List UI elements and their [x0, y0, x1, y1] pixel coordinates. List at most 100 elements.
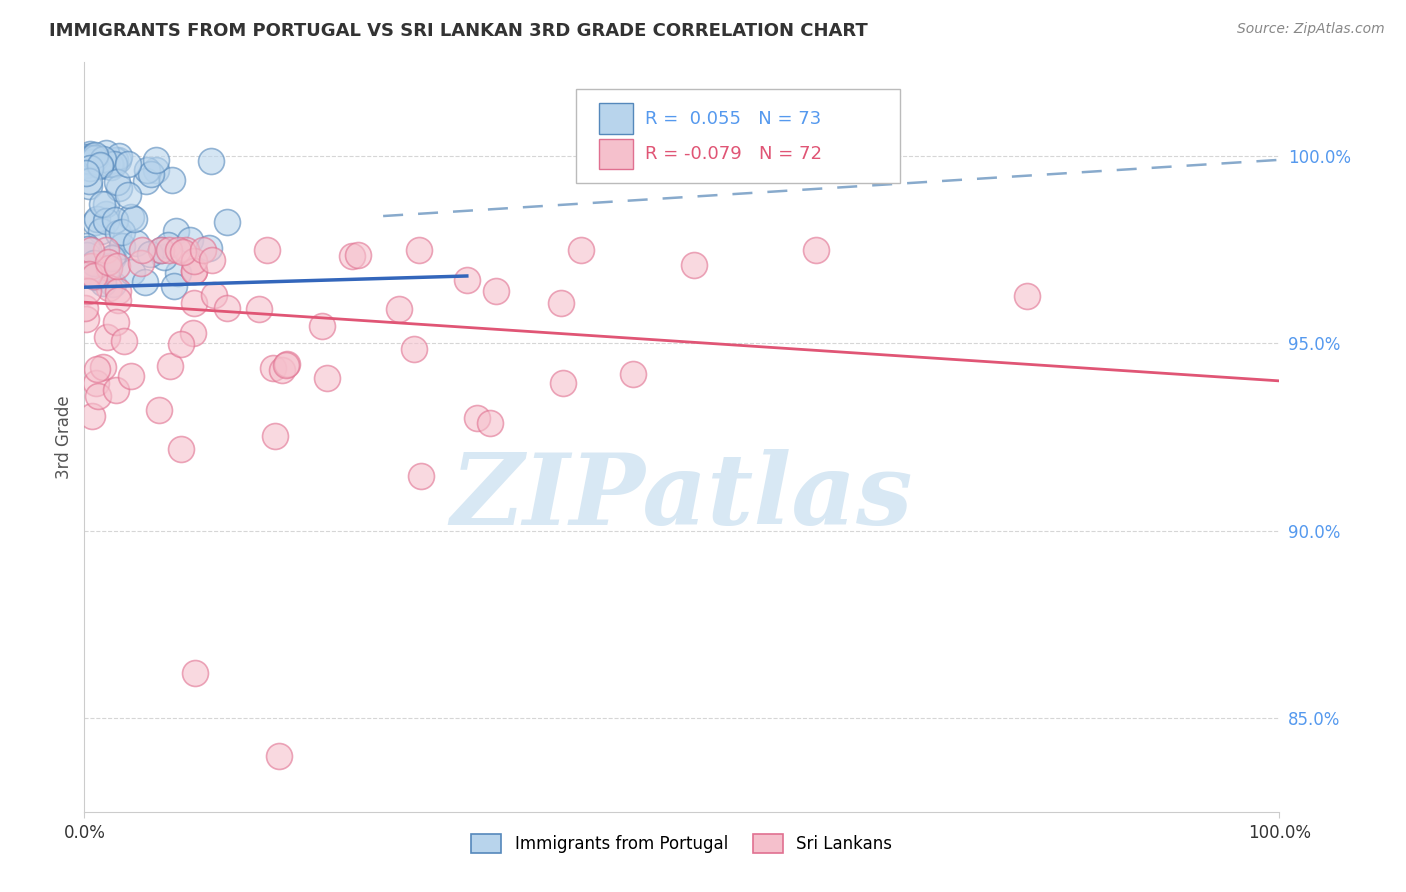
Point [264, 428, 287, 442]
Point [215, 215, 238, 229]
Legend: Immigrants from Portugal, Sri Lankans: Immigrants from Portugal, Sri Lankans [465, 827, 898, 860]
Point [117, 188, 139, 202]
Point [197, 241, 219, 255]
Point [80, 151, 103, 165]
Point [97, 261, 120, 276]
Point [456, 273, 478, 287]
Point [682, 258, 704, 272]
Point [96, 206, 118, 220]
Point [176, 243, 198, 257]
Point [100, 251, 122, 265]
Point [83, 215, 105, 229]
Point [191, 243, 214, 257]
Point [83, 268, 105, 283]
Point [125, 235, 148, 250]
Point [179, 233, 201, 247]
Text: Source: ZipAtlas.com: Source: ZipAtlas.com [1237, 22, 1385, 37]
Point [150, 243, 173, 257]
Point [274, 358, 297, 372]
Point [104, 213, 127, 227]
Point [105, 259, 128, 273]
Point [94, 145, 117, 160]
Point [75, 312, 97, 326]
Point [388, 301, 411, 316]
Point [170, 442, 193, 456]
Point [129, 256, 152, 270]
Point [96, 330, 118, 344]
Point [98, 157, 121, 171]
Point [346, 248, 368, 262]
Point [247, 301, 270, 316]
Point [256, 243, 278, 257]
Point [80, 149, 103, 163]
Point [94, 243, 117, 257]
Point [148, 403, 170, 417]
Point [75, 239, 97, 253]
Point [181, 326, 204, 340]
Point [139, 247, 162, 261]
Point [107, 285, 129, 299]
Point [162, 173, 184, 187]
Point [104, 153, 127, 167]
Text: R =  0.055   N = 73: R = 0.055 N = 73 [645, 110, 821, 128]
Point [94, 196, 117, 211]
Point [80, 260, 103, 274]
Point [131, 243, 153, 257]
Point [120, 210, 142, 224]
Point [149, 243, 172, 257]
Point [269, 748, 291, 763]
Point [122, 212, 145, 227]
Point [311, 319, 333, 334]
Point [117, 156, 139, 170]
Point [104, 383, 127, 397]
Point [172, 244, 194, 259]
Point [91, 276, 114, 290]
Point [108, 149, 131, 163]
Point [569, 243, 592, 257]
Point [84, 151, 107, 165]
Point [804, 243, 827, 257]
Point [202, 287, 225, 301]
Point [94, 213, 117, 227]
Point [79, 267, 101, 281]
Point [408, 243, 430, 257]
Point [83, 256, 105, 270]
Point [263, 361, 285, 376]
Point [165, 224, 187, 238]
Point [134, 276, 156, 290]
Point [77, 174, 100, 188]
Point [159, 359, 181, 373]
Text: ZIPatlas: ZIPatlas [451, 449, 912, 545]
Y-axis label: 3rd Grade: 3rd Grade [55, 395, 73, 479]
Point [107, 293, 129, 307]
Point [89, 158, 111, 172]
Point [183, 296, 205, 310]
Point [111, 226, 134, 240]
Point [98, 281, 121, 295]
Point [103, 157, 125, 171]
Point [76, 242, 98, 256]
Point [105, 175, 128, 189]
Point [79, 161, 101, 176]
Point [200, 154, 222, 169]
Point [183, 264, 205, 278]
Point [478, 417, 501, 431]
Point [94, 156, 117, 170]
Point [201, 252, 224, 267]
Point [100, 160, 122, 174]
Point [166, 266, 188, 280]
Point [90, 224, 112, 238]
Point [80, 154, 103, 169]
Point [75, 166, 97, 180]
Point [77, 284, 100, 298]
Point [136, 162, 159, 177]
Point [271, 363, 294, 377]
Point [87, 151, 110, 165]
Point [145, 163, 167, 178]
Point [73, 301, 96, 315]
Point [404, 342, 426, 356]
Point [91, 197, 114, 211]
Point [110, 238, 132, 252]
Point [87, 389, 110, 403]
Point [79, 157, 101, 171]
